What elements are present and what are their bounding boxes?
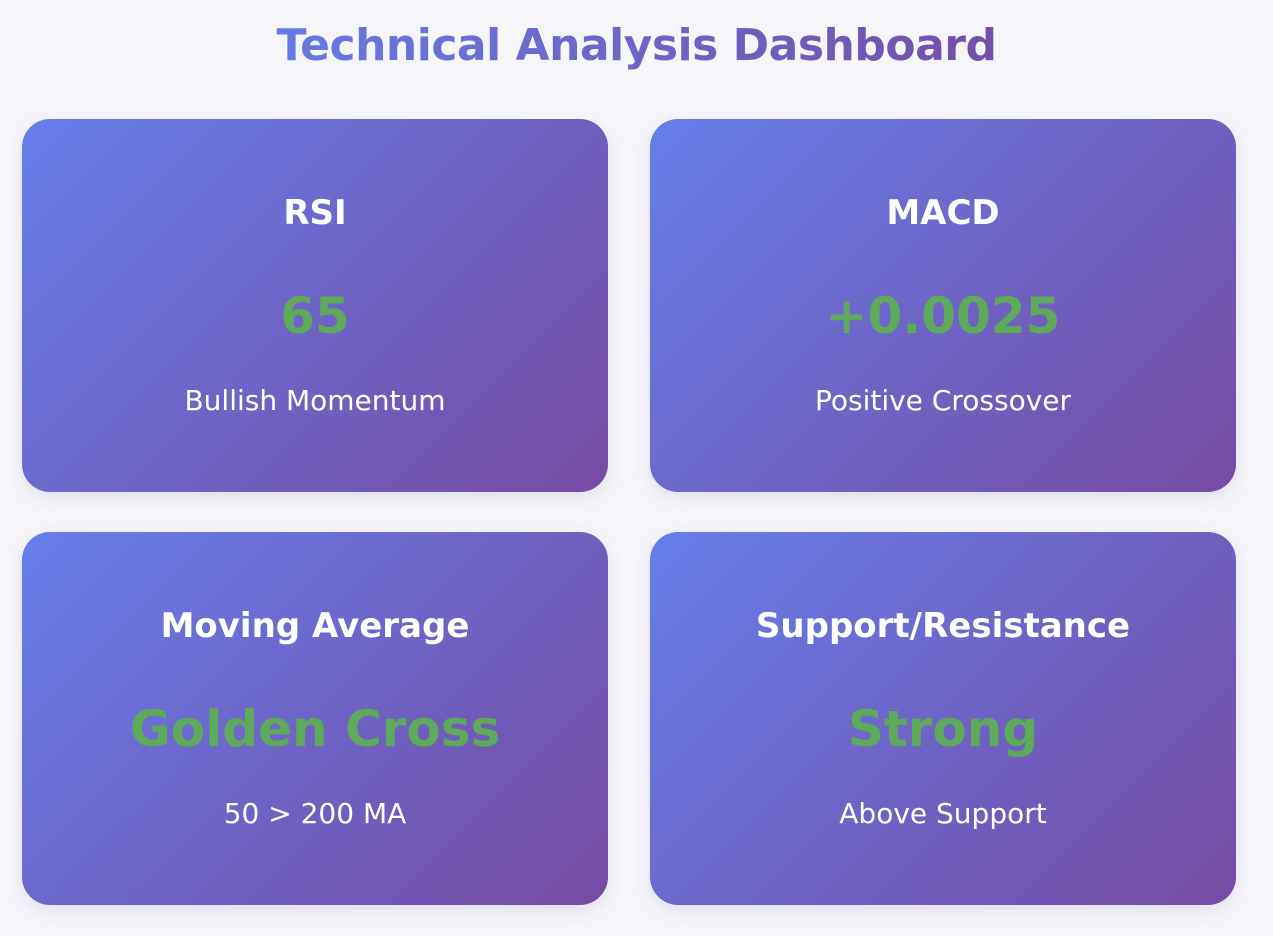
- card-macd-subtitle: Positive Crossover: [814, 383, 1072, 417]
- card-macd: MACD +0.0025 Positive Crossover: [650, 118, 1236, 492]
- card-moving-average: Moving Average Golden Cross 50 > 200 MA: [22, 531, 608, 905]
- card-macd-title: MACD: [886, 193, 1000, 234]
- card-macd-value: +0.0025: [825, 286, 1061, 345]
- card-support-resistance-title: Support/Resistance: [755, 606, 1131, 647]
- card-support-resistance: Support/Resistance Strong Above Support: [650, 531, 1236, 905]
- card-moving-average-value: Golden Cross: [129, 699, 501, 758]
- card-support-resistance-subtitle: Above Support: [839, 796, 1047, 830]
- card-rsi-value: 65: [280, 286, 350, 345]
- page-title: Technical Analysis Dashboard: [0, 20, 1273, 73]
- cards-grid: RSI 65 Bullish Momentum MACD +0.0025 Pos…: [22, 118, 1236, 905]
- card-moving-average-title: Moving Average: [160, 606, 470, 647]
- card-moving-average-subtitle: 50 > 200 MA: [223, 796, 407, 830]
- card-rsi-title: RSI: [283, 193, 347, 234]
- card-support-resistance-value: Strong: [847, 699, 1039, 758]
- card-rsi: RSI 65 Bullish Momentum: [22, 118, 608, 492]
- card-rsi-subtitle: Bullish Momentum: [184, 383, 446, 417]
